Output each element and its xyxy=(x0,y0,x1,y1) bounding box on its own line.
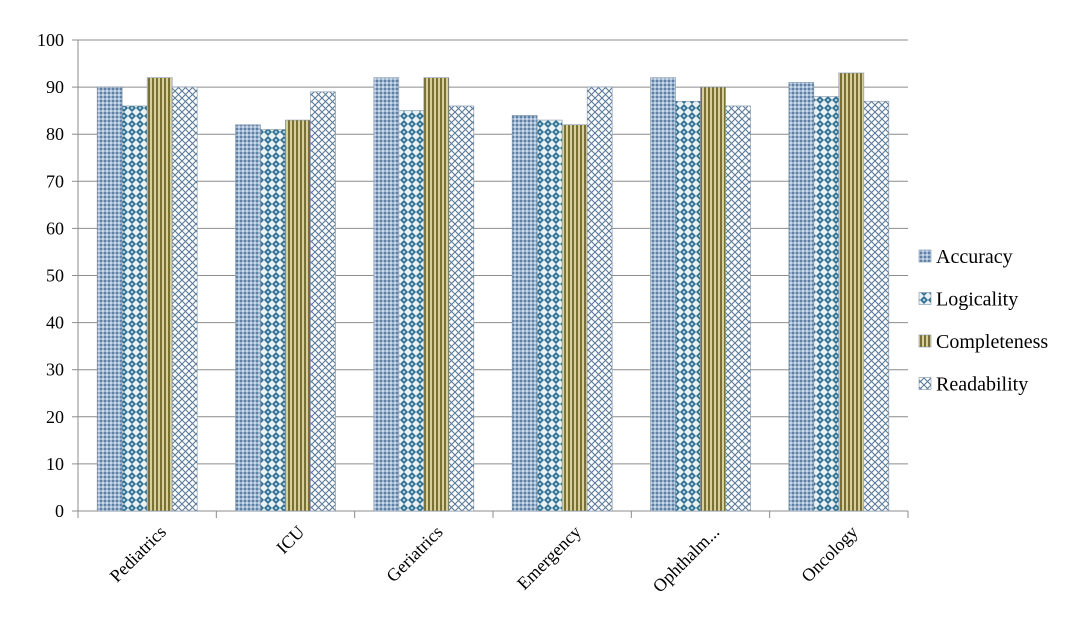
bar-completeness-oncology xyxy=(838,72,865,512)
bar-readability-icu xyxy=(310,91,336,512)
legend: Accuracy Logicality Completeness Readabilit… xyxy=(918,246,1048,396)
bar-logicality-ophthalm- xyxy=(675,100,701,512)
x-tick-label: Emergency xyxy=(513,522,585,594)
y-tick-label: 40 xyxy=(46,313,64,333)
y-tick-label: 20 xyxy=(46,407,64,427)
y-tick-label: 100 xyxy=(37,30,64,50)
legend-swatch-completeness xyxy=(918,334,932,348)
legend-swatch-accuracy xyxy=(918,249,932,263)
y-tick-label: 50 xyxy=(46,266,64,286)
bar-accuracy-icu xyxy=(235,124,261,512)
x-tick-label: Geriatrics xyxy=(382,522,446,586)
y-tick-label: 10 xyxy=(46,454,64,474)
legend-label-readability: Readability xyxy=(936,374,1028,396)
legend-label-accuracy: Accuracy xyxy=(936,246,1013,268)
legend-label-logicality: Logicality xyxy=(936,289,1018,311)
bar-completeness-pediatrics xyxy=(146,77,173,512)
bar-logicality-geriatrics xyxy=(398,110,425,512)
bar-accuracy-oncology xyxy=(788,82,815,512)
x-tick-label: Oncology xyxy=(797,522,861,586)
bar-completeness-icu xyxy=(285,119,311,512)
grid-lines xyxy=(78,39,908,465)
bar-readability-geriatrics xyxy=(448,105,475,512)
bar-logicality-pediatrics xyxy=(121,105,148,512)
y-tick-label: 70 xyxy=(46,171,64,191)
bar-readability-emergency xyxy=(586,86,613,512)
legend-swatch-logicality xyxy=(918,292,932,305)
bar-completeness-emergency xyxy=(561,124,588,512)
bar-accuracy-emergency xyxy=(511,115,538,512)
x-tick-label: Ophthalm... xyxy=(649,522,724,597)
bar-accuracy-ophthalm- xyxy=(650,77,676,512)
bars-layer xyxy=(96,72,890,512)
y-tick-label: 80 xyxy=(46,124,64,144)
x-tick-label: Pediatrics xyxy=(106,522,170,586)
y-tick-label: 60 xyxy=(46,218,64,238)
y-tick-label: 30 xyxy=(46,360,64,380)
bar-completeness-geriatrics xyxy=(423,77,450,512)
bar-readability-oncology xyxy=(863,100,890,512)
y-tick-label: 0 xyxy=(55,501,64,521)
x-tick-labels: Pediatrics ICU Geriatrics Emergency Ophthalm… xyxy=(106,522,862,597)
bar-logicality-icu xyxy=(260,129,286,512)
axes xyxy=(72,39,909,518)
bar-accuracy-geriatrics xyxy=(373,77,400,512)
legend-swatch-readability xyxy=(918,377,932,390)
bar-logicality-oncology xyxy=(813,96,840,512)
y-tick-label: 90 xyxy=(46,77,64,97)
legend-label-completeness: Completeness xyxy=(936,331,1048,353)
y-tick-labels: 0 10 20 30 40 50 60 70 80 90 100 xyxy=(37,30,64,521)
bar-logicality-emergency xyxy=(536,119,563,512)
bar-accuracy-pediatrics xyxy=(96,86,123,512)
x-tick-label: ICU xyxy=(272,522,308,558)
bar-readability-pediatrics xyxy=(171,86,198,512)
bar-completeness-ophthalm- xyxy=(700,86,726,512)
bar-readability-ophthalm- xyxy=(725,105,751,512)
